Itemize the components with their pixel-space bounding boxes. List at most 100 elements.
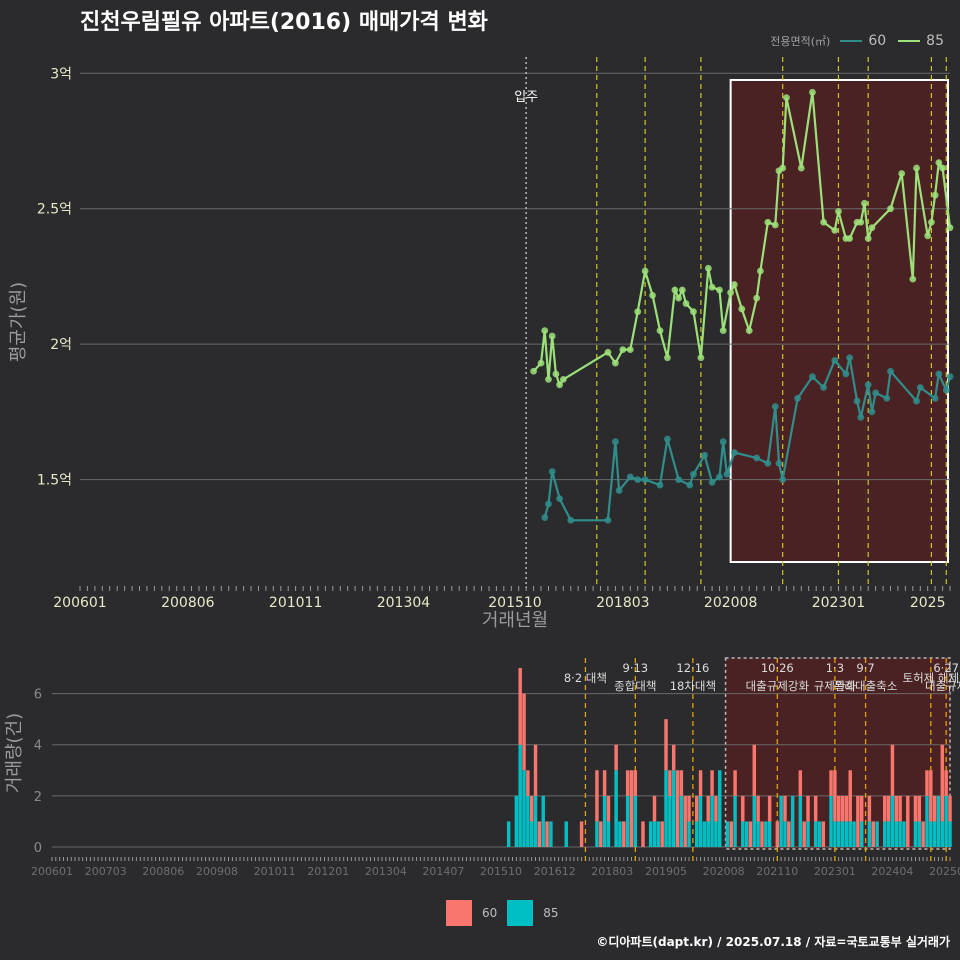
volume-x-tick-label: 202404: [871, 865, 913, 878]
data-point-60: [887, 367, 894, 375]
data-point-85: [868, 224, 876, 232]
data-point-85: [704, 264, 712, 272]
bar-85: [817, 821, 822, 847]
data-point-85: [682, 300, 690, 307]
x-minor-ticks: [79, 586, 951, 591]
volume-x-tick-label: 201011: [254, 865, 296, 878]
bar-60: [518, 668, 522, 745]
policy-label: 대출규제: [925, 679, 960, 693]
data-point-60: [809, 373, 816, 381]
bar-85: [679, 795, 684, 847]
data-point-60: [931, 394, 939, 402]
bar-85: [714, 821, 718, 847]
data-point-85: [939, 164, 946, 172]
data-point-85: [649, 292, 656, 299]
data-point-85: [556, 381, 564, 389]
bar-85: [944, 795, 948, 847]
legend-swatch-60: [840, 40, 863, 42]
bar-85: [671, 770, 676, 847]
data-point-60: [868, 408, 876, 416]
bar-60: [522, 693, 526, 771]
data-point-85: [946, 224, 954, 232]
bar-60: [599, 821, 603, 847]
bar-60: [683, 795, 687, 847]
bar-60: [602, 770, 607, 796]
data-point-60: [634, 476, 642, 484]
data-point-60: [541, 514, 549, 521]
bar-60: [813, 795, 818, 822]
data-point-85: [771, 221, 779, 229]
price-chart: 1.5억 2억 2.5억 3억 200601 200806 201011 201304 2015…: [8, 57, 954, 631]
bar-60: [829, 770, 833, 796]
volume-y-tick-label: 2: [34, 790, 42, 805]
data-point-85: [727, 289, 735, 297]
bar-60: [633, 770, 638, 796]
data-point-60: [853, 397, 861, 405]
data-point-85: [530, 367, 537, 375]
bar-85: [687, 821, 691, 847]
bar-60: [748, 821, 753, 847]
data-point-60: [719, 438, 727, 446]
footer-credit: ©디아파트(dapt.kr) / 2025.07.18 / 자료=국토교통부 실…: [596, 935, 950, 949]
data-point-60: [753, 454, 761, 462]
bar-85: [806, 821, 810, 847]
data-point-85: [671, 286, 679, 294]
policy-label: 1·3: [826, 661, 844, 675]
data-point-60: [820, 384, 827, 391]
data-point-85: [820, 218, 827, 226]
bar-60: [545, 821, 549, 847]
volume-legend-swatch-85: [507, 900, 534, 926]
bar-85: [867, 821, 872, 847]
legend-title: 전용면적(㎡): [770, 35, 831, 48]
data-point-60: [935, 370, 943, 378]
data-point-85: [909, 275, 917, 283]
bar-60: [694, 795, 699, 822]
bar-60: [595, 770, 599, 822]
bar-60: [833, 770, 837, 822]
bar-85: [790, 795, 795, 847]
policy-label: 토허제 해제: [903, 671, 960, 685]
data-point-85: [887, 205, 894, 213]
bar-85: [741, 821, 745, 847]
bar-85: [948, 821, 952, 847]
data-point-60: [794, 394, 801, 402]
data-point-60: [701, 451, 709, 459]
policy-label: 12·16: [676, 661, 709, 675]
bar-85: [929, 821, 933, 847]
data-point-60: [831, 357, 839, 364]
data-point-85: [835, 208, 842, 215]
data-point-85: [935, 159, 943, 167]
data-point-60: [764, 459, 772, 467]
bar-60: [629, 770, 634, 847]
volume-x-tick-label: 201905: [645, 865, 687, 878]
bar-60: [579, 821, 584, 847]
bar-60: [641, 821, 645, 847]
bar-60: [848, 770, 852, 822]
data-point-60: [913, 397, 920, 405]
policy-label: 종합대책: [614, 679, 656, 693]
volume-y-tick-label: 0: [34, 841, 42, 856]
bar-60: [925, 770, 929, 796]
data-point-60: [604, 516, 612, 524]
data-point-60: [883, 394, 891, 402]
bar-60: [944, 770, 948, 796]
volume-x-tick-label: 202301: [814, 865, 856, 878]
data-point-85: [764, 218, 772, 226]
bar-60: [906, 795, 910, 847]
data-point-85: [738, 305, 746, 313]
bar-85: [764, 821, 768, 847]
data-point-85: [779, 164, 787, 172]
bar-60: [741, 795, 745, 822]
data-point-60: [771, 403, 779, 410]
data-point-85: [619, 346, 627, 353]
bar-60: [537, 821, 542, 847]
bar-60: [898, 795, 902, 822]
bar-85: [602, 795, 607, 847]
volume-x-tick-label: 202008: [703, 865, 745, 878]
data-point-85: [664, 354, 671, 362]
data-point-60: [916, 384, 924, 391]
bar-60: [526, 770, 530, 796]
bar-60: [948, 795, 952, 822]
bar-60: [798, 770, 803, 796]
data-point-85: [675, 294, 682, 302]
